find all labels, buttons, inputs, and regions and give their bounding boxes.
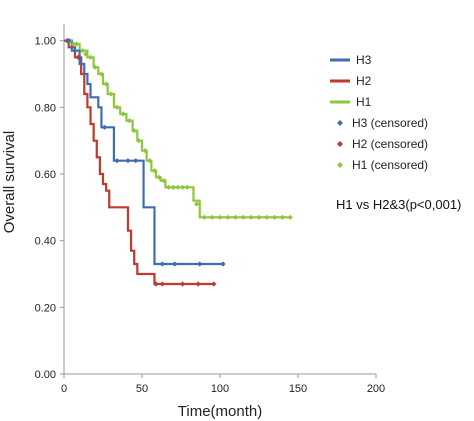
censored-marker-h2 — [75, 54, 81, 60]
censored-marker-h1 — [136, 138, 142, 144]
censored-marker-h1 — [209, 214, 215, 220]
censored-marker-h1 — [80, 48, 86, 54]
censored-marker-h1 — [83, 51, 89, 57]
censored-marker-h3 — [220, 261, 226, 267]
y-axis-title: Overall survival — [1, 131, 18, 234]
x-tick-label: 200 — [367, 383, 385, 395]
censored-marker-h1 — [170, 184, 176, 190]
significance-annotation: H1 vs H2&3(p<0,001) — [336, 197, 461, 212]
x-tick-label: 100 — [211, 383, 229, 395]
x-axis-ticks: 0 50 100 150 200 — [61, 374, 385, 395]
y-tick-label: 0.60 — [35, 169, 56, 181]
legend: H3 H2 H1 H3 (censored) H2 (censored) H1 (cens… — [330, 53, 428, 172]
censored-marker-h1 — [70, 41, 76, 47]
censored-marker-h1 — [233, 214, 239, 220]
censored-marker-h1 — [165, 184, 172, 190]
censored-marker-h1 — [103, 81, 109, 87]
y-tick-label: 0.80 — [35, 102, 56, 114]
censored-marker-h1 — [98, 71, 105, 77]
censored-marker-h3 — [125, 158, 131, 164]
censored-marker-h1 — [287, 214, 293, 220]
censored-marker-h1 — [151, 168, 158, 174]
censored-marker-h1 — [126, 118, 133, 124]
censored-marker-h1 — [108, 91, 114, 97]
censored-marker-h1 — [279, 214, 285, 220]
censored-marker-h3 — [159, 261, 165, 267]
censored-marker-h1 — [179, 184, 186, 190]
censored-marker-h1 — [201, 214, 207, 220]
censored-marker-h3 — [133, 158, 139, 164]
censored-marker-h2 — [159, 281, 165, 287]
censored-marker-h1 — [147, 158, 153, 164]
y-tick-label: 0.20 — [35, 302, 56, 314]
censored-marker-h1 — [120, 111, 126, 117]
series-line-h3 — [64, 39, 224, 266]
censored-marker-h1 — [264, 214, 270, 220]
legend-label: H1 (censored) — [352, 158, 428, 172]
x-tick-label: 0 — [61, 383, 67, 395]
censored-marker-h1 — [73, 41, 80, 47]
legend-label: H2 (censored) — [352, 137, 428, 151]
censored-marker-h3 — [66, 38, 72, 44]
censored-marker-h2 — [179, 281, 186, 287]
censored-marker-h1 — [184, 184, 190, 190]
censored-marker-h1 — [156, 174, 162, 180]
censored-marker-h1 — [175, 184, 181, 190]
censored-marker-h3 — [197, 261, 203, 267]
y-tick-label: 0.40 — [35, 236, 56, 248]
legend-swatch-marker — [337, 141, 343, 147]
censored-marker-h1 — [217, 214, 223, 220]
censored-marker-h1 — [114, 104, 120, 110]
y-axis-ticks: 0.00 0.20 0.40 0.60 0.80 1.00 — [35, 36, 64, 381]
series-line-h2 — [64, 39, 214, 286]
legend-label: H2 — [356, 74, 372, 88]
censored-markers — [64, 38, 293, 287]
censored-marker-h1 — [272, 214, 278, 220]
legend-label: H3 (censored) — [352, 116, 428, 130]
censored-marker-h1 — [240, 214, 246, 220]
legend-label: H1 — [356, 95, 372, 109]
censored-marker-h3 — [114, 158, 120, 164]
censored-marker-h1 — [248, 214, 254, 220]
censored-marker-h1 — [92, 64, 98, 70]
censored-marker-h2 — [153, 281, 159, 287]
x-axis-title: Time(month) — [178, 403, 262, 420]
censored-marker-h1 — [161, 178, 167, 184]
x-tick-label: 150 — [289, 383, 307, 395]
legend-swatch-marker — [337, 162, 343, 168]
censored-marker-h2 — [195, 281, 201, 287]
censored-marker-h2 — [211, 281, 217, 287]
y-tick-label: 1.00 — [35, 36, 56, 48]
censored-marker-h1 — [87, 54, 94, 60]
legend-label: H3 — [356, 53, 372, 67]
legend-swatch-marker — [337, 120, 343, 126]
censored-marker-h1 — [225, 214, 231, 220]
censored-marker-h3 — [72, 48, 78, 54]
y-tick-label: 0.00 — [35, 369, 56, 381]
censored-marker-h1 — [131, 128, 137, 134]
censored-marker-h3 — [101, 124, 108, 130]
censored-marker-h1 — [194, 201, 200, 207]
x-tick-label: 50 — [136, 383, 148, 395]
censored-marker-h1 — [142, 148, 148, 154]
censored-marker-h1 — [256, 214, 262, 220]
censored-marker-h3 — [172, 261, 178, 267]
